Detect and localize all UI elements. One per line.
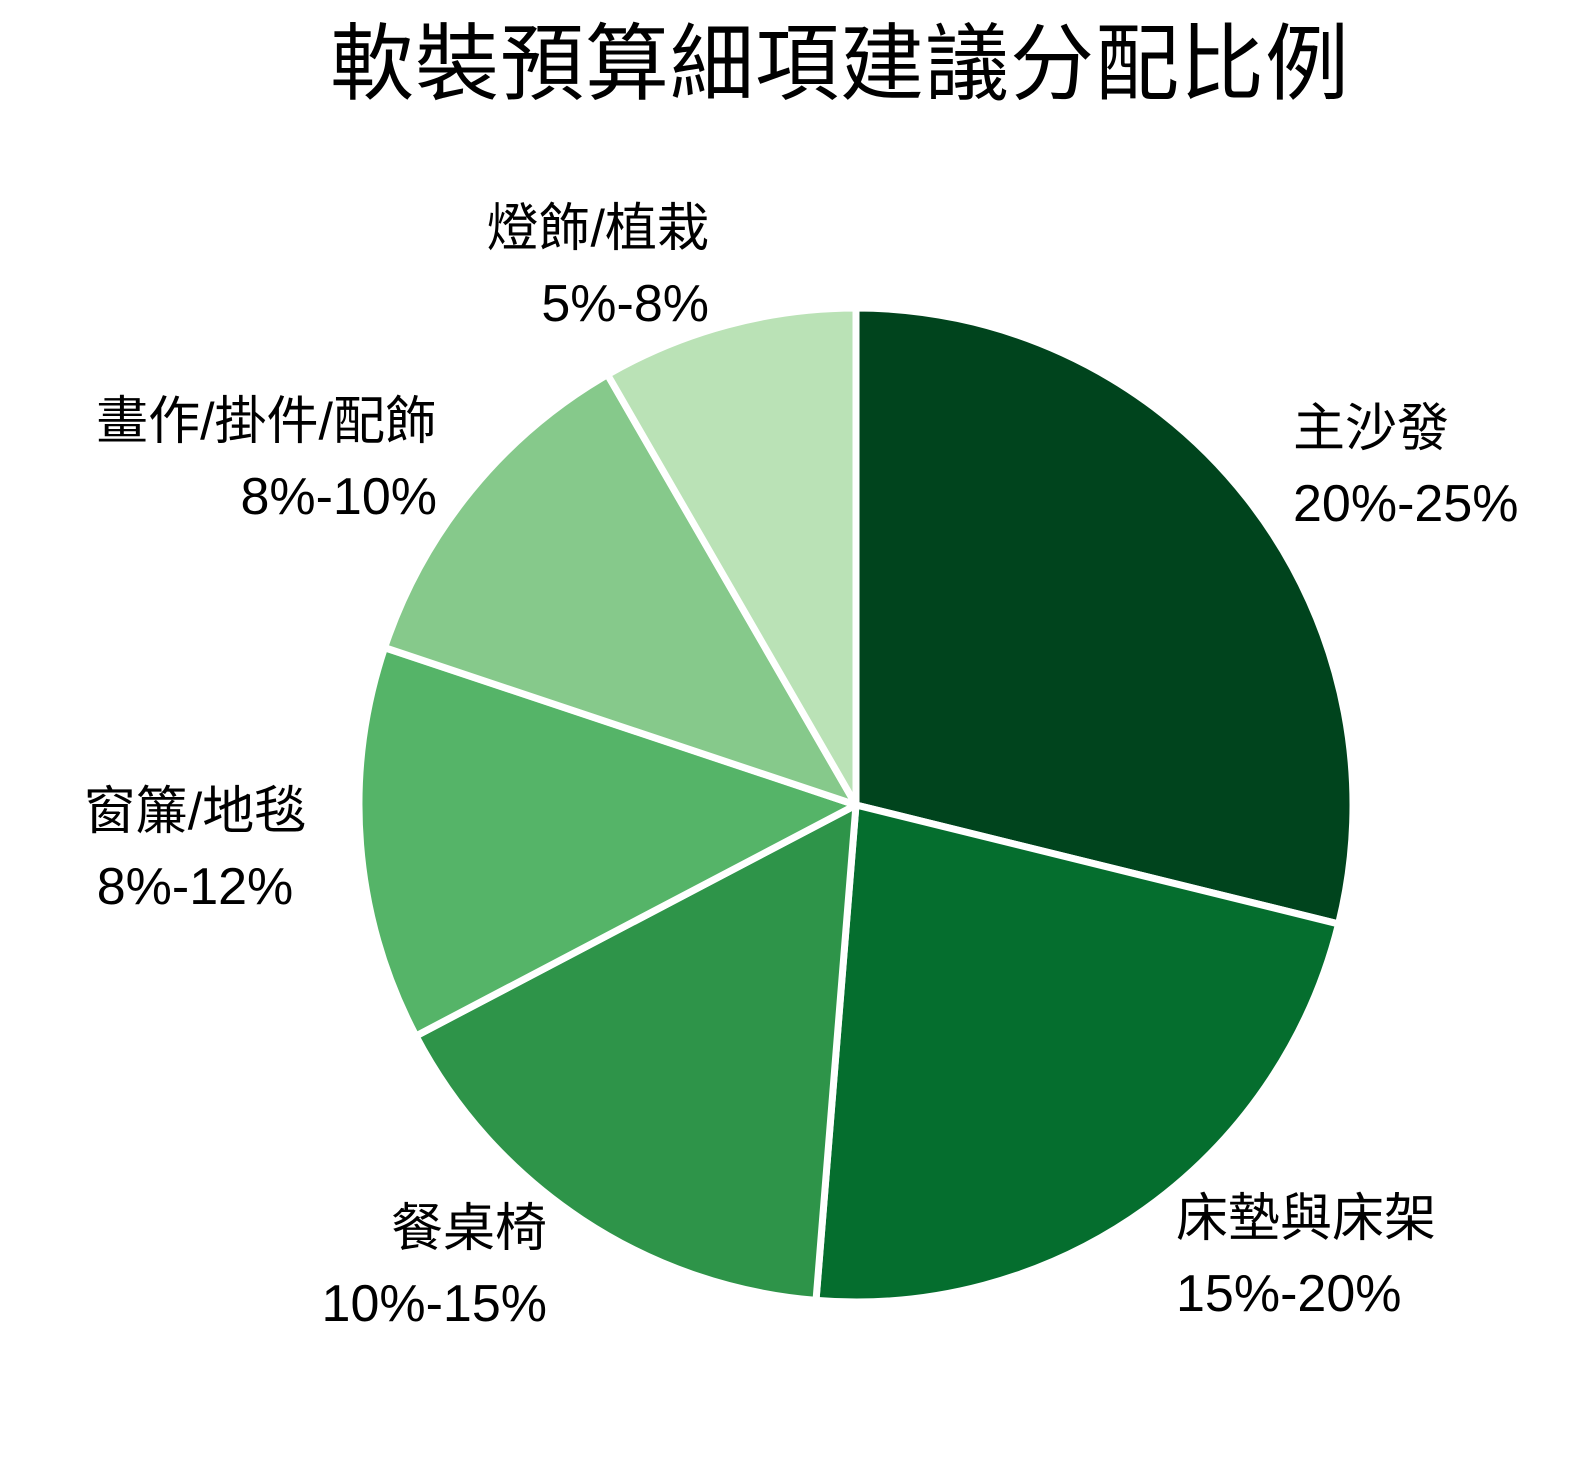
chart-title: 軟裝預算細項建議分配比例 — [329, 17, 1351, 111]
slice-label-curtains-rug: 窗簾/地毯 8%-12% — [30, 775, 360, 925]
slice-label-text: 床墊與床架 — [1176, 1190, 1437, 1248]
slice-label-artwork-accessories: 畫作/掛件/配飾 8%-10% — [96, 385, 437, 535]
slice-label-range: 10%-15% — [321, 1274, 547, 1333]
pie-slice-curtains-rug — [355, 644, 860, 1040]
slice-label-text: 餐桌椅 — [390, 1200, 547, 1258]
pie-slice-artwork-accessories — [381, 371, 860, 809]
pie-slice-mattress-bed-frame — [812, 801, 1343, 1306]
slice-label-range: 8%-12% — [96, 857, 294, 916]
slice-label-range: 15%-20% — [1176, 1264, 1402, 1323]
slice-label-dining-set: 餐桌椅 10%-15% — [322, 1192, 547, 1342]
slice-label-text: 畫作/掛件/配飾 — [96, 393, 437, 451]
pie-slice-dining-set — [412, 801, 860, 1304]
slice-label-range: 8%-10% — [240, 467, 437, 526]
slice-label-text: 主沙發 — [1293, 400, 1450, 458]
pie-slice-sofa — [852, 304, 1357, 928]
slice-label-mattress-bed-frame: 床墊與床架 15%-20% — [1176, 1182, 1436, 1332]
slice-label-range: 20%-25% — [1293, 474, 1519, 533]
pie-slice-lighting-plants — [604, 304, 860, 809]
slice-label-sofa: 主沙發 20%-25% — [1293, 392, 1518, 542]
slice-label-text: 窗簾/地毯 — [83, 783, 307, 841]
slice-label-range: 5%-8% — [541, 274, 709, 333]
slice-label-lighting-plants: 燈飾/植栽 5%-8% — [487, 192, 709, 342]
slice-label-text: 燈飾/植栽 — [486, 200, 709, 258]
